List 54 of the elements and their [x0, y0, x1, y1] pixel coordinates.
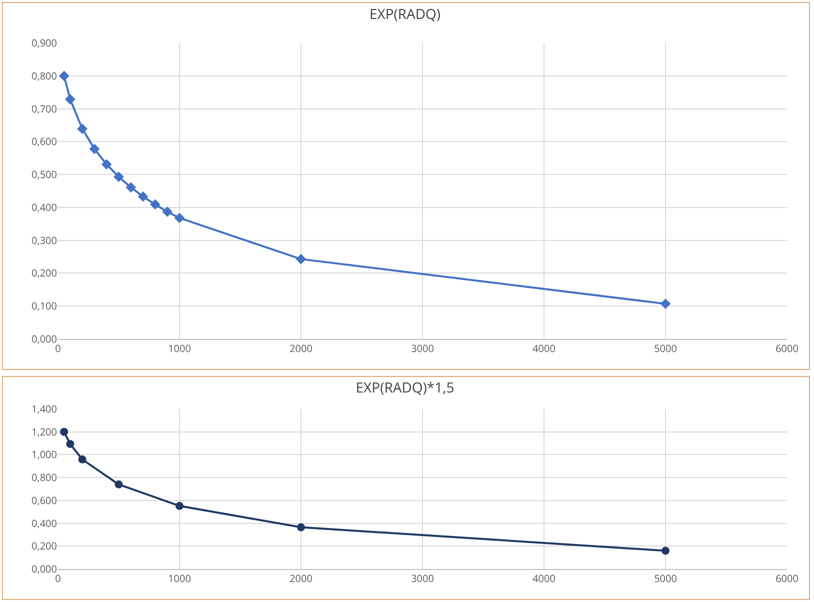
point — [64, 94, 76, 104]
y-tick-label: 1,000 — [32, 447, 58, 462]
point — [162, 206, 173, 217]
y-tick-label: 1,400 — [32, 402, 58, 416]
x-tick-label: 1000 — [168, 571, 192, 585]
point — [662, 546, 670, 555]
y-tick-label: 0,100 — [32, 298, 58, 313]
point — [138, 191, 148, 202]
x-tick-label: 5000 — [654, 571, 678, 585]
y-tick-label: 0,200 — [32, 538, 58, 553]
y-tick-label: 0,000 — [32, 332, 58, 346]
y-tick-label: 0,600 — [32, 492, 58, 507]
point — [296, 254, 306, 264]
y-tick-label: 0,700 — [32, 101, 58, 116]
point — [58, 70, 70, 82]
point — [78, 455, 86, 464]
x-tick-label: 4000 — [532, 571, 556, 585]
point — [126, 182, 136, 193]
point — [114, 172, 124, 182]
x-tick-label: 0 — [55, 571, 62, 585]
y-tick-label: 0,800 — [32, 68, 58, 82]
y-tick-label: 0,400 — [32, 200, 58, 214]
x-tick-label: 3000 — [411, 341, 434, 355]
point — [114, 480, 123, 488]
point — [101, 159, 112, 170]
chart-title: EXP(RADQ)*1,5 — [356, 378, 454, 398]
point — [66, 440, 74, 448]
x-tick-label: 2000 — [290, 571, 313, 585]
point — [77, 124, 88, 134]
point — [150, 199, 160, 210]
y-tick-label: 0,000 — [32, 562, 58, 576]
y-tick-label: 0,800 — [32, 470, 58, 484]
x-tick-label: 6000 — [776, 571, 799, 585]
point — [174, 212, 185, 224]
x-tick-label: 5000 — [654, 341, 678, 355]
point — [297, 523, 305, 532]
y-tick-label: 0,200 — [32, 266, 58, 280]
x-tick-label: 0 — [55, 341, 62, 355]
x-tick-label: 2000 — [290, 341, 313, 355]
y-tick-label: 1,200 — [32, 424, 58, 438]
y-tick-label: 0,500 — [32, 167, 58, 182]
point — [660, 298, 671, 310]
y-tick-label: 0,900 — [32, 36, 58, 50]
chart-title: EXP(RADQ) — [369, 4, 441, 24]
point — [89, 144, 100, 154]
y-tick-label: 0,300 — [32, 232, 58, 247]
x-tick-label: 4000 — [532, 341, 556, 355]
x-tick-label: 3000 — [411, 571, 434, 585]
point — [176, 502, 184, 510]
y-tick-label: 0,400 — [32, 516, 58, 530]
point — [60, 428, 68, 436]
y-tick-label: 0,600 — [32, 134, 58, 148]
x-tick-label: 6000 — [776, 341, 799, 355]
x-tick-label: 1000 — [168, 341, 192, 355]
